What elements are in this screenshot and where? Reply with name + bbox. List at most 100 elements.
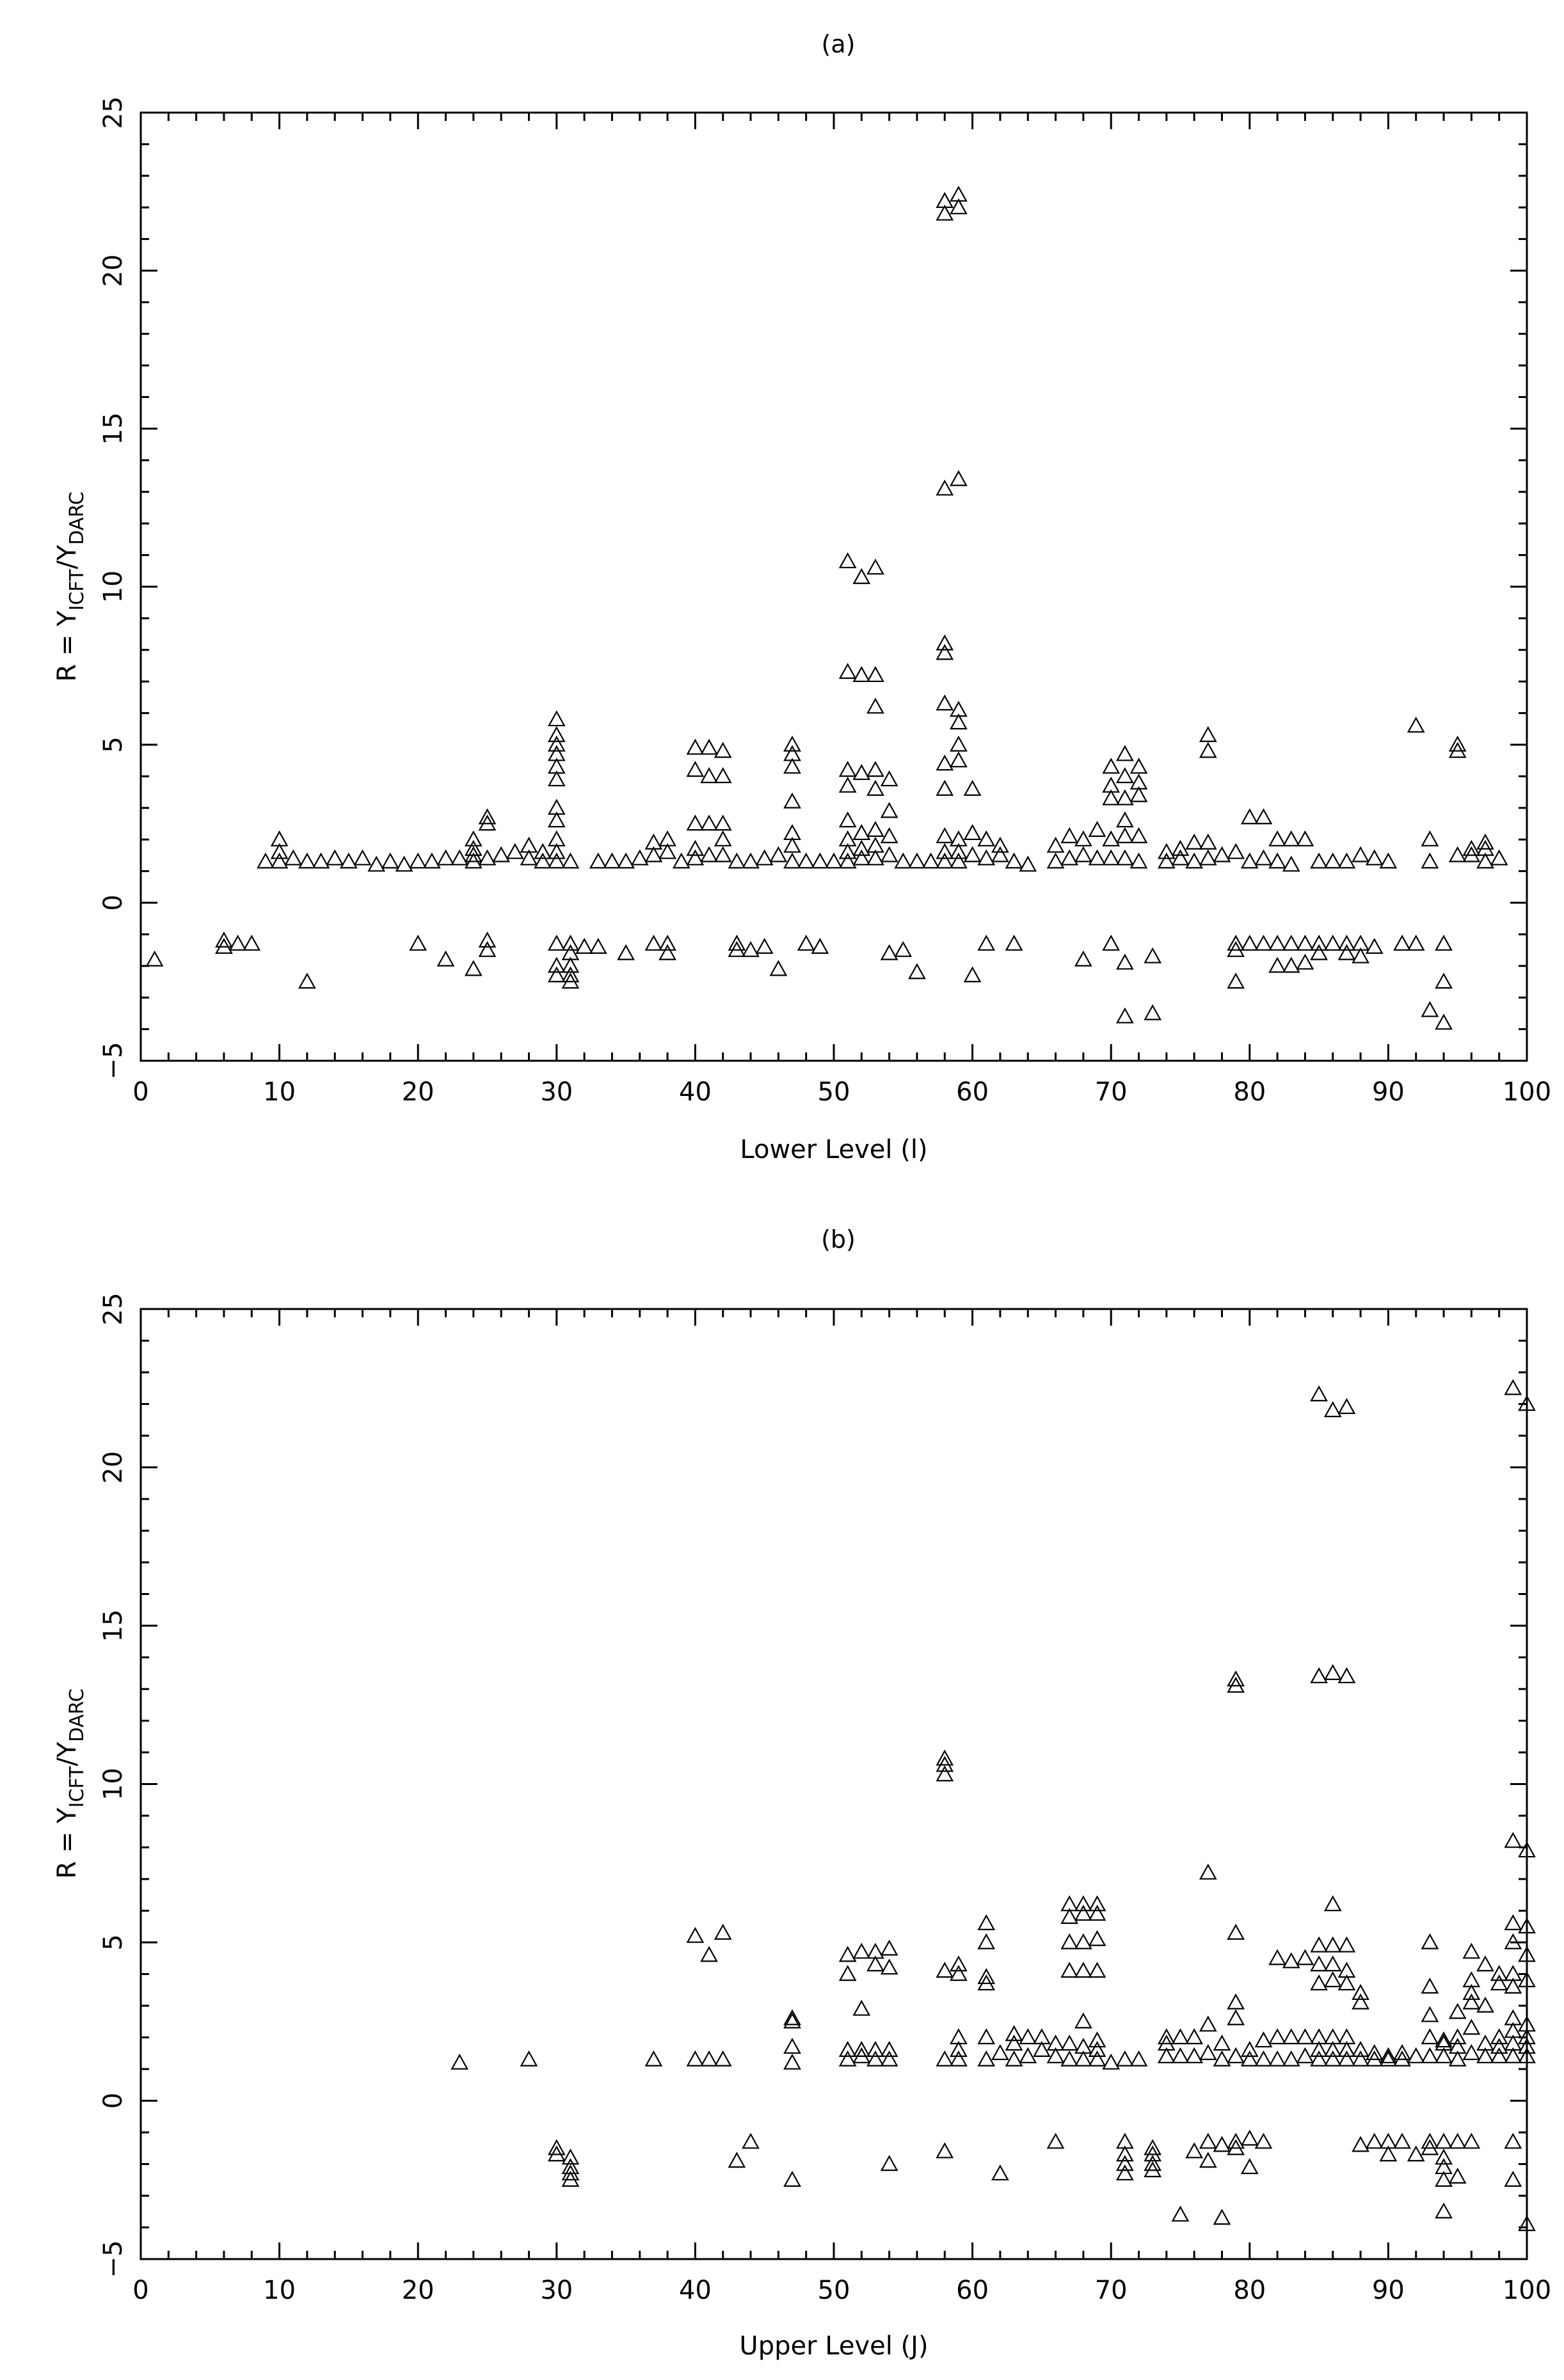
data-point xyxy=(866,821,884,837)
data-point xyxy=(1088,1905,1106,1921)
data-point xyxy=(783,745,801,761)
data-point xyxy=(1282,934,1300,951)
panel-b-ticks xyxy=(140,1308,1528,2260)
data-point xyxy=(950,713,968,730)
panel-b-y-axis-label-mid: /Υ xyxy=(52,1741,82,1766)
data-point xyxy=(1199,2015,1217,2032)
data-point xyxy=(936,479,954,496)
panel-a-y-axis-label-sub1: ICFT xyxy=(66,569,88,611)
data-point xyxy=(1310,1936,1328,1953)
data-point xyxy=(561,2164,580,2181)
data-point xyxy=(783,2053,801,2070)
data-point xyxy=(866,836,884,853)
data-point xyxy=(811,852,829,869)
data-point xyxy=(1185,852,1204,869)
x-tick-label: 70 xyxy=(1095,1077,1128,1107)
data-point xyxy=(1046,2047,1065,2063)
data-point xyxy=(644,846,663,862)
data-point xyxy=(1088,1930,1106,1946)
data-point xyxy=(852,2041,871,2057)
data-point xyxy=(700,2050,718,2067)
data-point xyxy=(561,934,580,951)
data-point xyxy=(783,2170,801,2187)
data-point xyxy=(686,849,705,866)
panel-b-y-tick-labels: −5 0 5 10 15 20 25 xyxy=(99,1293,128,2278)
data-point xyxy=(783,824,801,841)
data-point xyxy=(1323,1895,1342,1912)
data-point xyxy=(451,2053,469,2070)
data-point xyxy=(1240,2041,1259,2057)
data-point xyxy=(1033,2028,1051,2045)
data-point xyxy=(1074,846,1092,862)
data-point xyxy=(520,2050,538,2067)
data-point xyxy=(340,852,358,869)
data-point xyxy=(478,808,497,825)
data-point xyxy=(977,934,996,951)
data-point xyxy=(686,738,705,755)
data-point xyxy=(977,1933,996,1949)
data-point xyxy=(1129,774,1148,789)
data-point xyxy=(1088,2050,1106,2067)
data-point xyxy=(478,849,497,866)
data-point xyxy=(1046,836,1065,853)
data-point xyxy=(866,2041,884,2057)
data-point xyxy=(1448,2038,1467,2054)
data-point xyxy=(700,814,718,831)
data-point xyxy=(672,852,690,869)
data-point xyxy=(714,830,732,846)
data-point xyxy=(1115,2164,1134,2181)
data-point xyxy=(1518,1946,1536,1962)
data-point xyxy=(838,552,857,569)
data-point xyxy=(950,470,968,486)
data-point xyxy=(658,944,676,960)
data-point xyxy=(1462,2132,1481,2149)
data-point xyxy=(1268,956,1286,973)
data-point xyxy=(1074,950,1092,967)
data-point xyxy=(1074,1905,1092,1921)
data-point xyxy=(950,701,968,717)
data-point xyxy=(1005,2050,1023,2067)
data-point xyxy=(1115,953,1134,970)
data-point xyxy=(1144,2161,1162,2178)
panel-a-ticks xyxy=(140,111,1528,1062)
data-point xyxy=(409,934,427,951)
x-tick-label: 60 xyxy=(956,1077,989,1107)
data-point xyxy=(1504,2132,1522,2149)
data-point xyxy=(950,2050,968,2067)
data-point xyxy=(1144,2145,1162,2162)
data-point xyxy=(714,742,732,758)
data-point xyxy=(977,1914,996,1930)
data-point xyxy=(644,934,663,951)
data-point xyxy=(1254,2050,1273,2067)
data-point xyxy=(1337,2041,1356,2057)
data-point xyxy=(936,204,954,221)
data-point xyxy=(1337,1667,1356,1683)
data-point xyxy=(1421,1001,1439,1017)
data-point xyxy=(1088,1895,1106,1912)
data-point xyxy=(547,745,566,761)
data-point xyxy=(714,767,732,784)
data-point xyxy=(769,846,788,862)
data-point xyxy=(561,956,580,973)
data-point xyxy=(658,934,676,951)
data-point xyxy=(464,830,483,846)
data-point xyxy=(936,1765,954,1782)
data-point xyxy=(547,934,566,951)
data-point xyxy=(950,198,968,214)
data-point xyxy=(547,735,566,752)
data-point xyxy=(728,934,746,951)
data-point xyxy=(686,814,705,831)
data-point xyxy=(977,830,996,846)
x-tick-label: 40 xyxy=(679,2276,712,2305)
panel-a-plot-frame xyxy=(140,111,1528,1062)
data-point xyxy=(1199,833,1217,850)
data-point xyxy=(1296,1949,1314,1965)
data-point xyxy=(1282,2028,1300,2045)
data-point xyxy=(1268,1949,1286,1965)
data-point xyxy=(977,849,996,866)
x-tick-label: 80 xyxy=(1233,1077,1266,1107)
data-point xyxy=(1102,830,1121,846)
data-point xyxy=(1268,2050,1286,2067)
data-point xyxy=(257,852,275,869)
data-point xyxy=(852,824,871,841)
